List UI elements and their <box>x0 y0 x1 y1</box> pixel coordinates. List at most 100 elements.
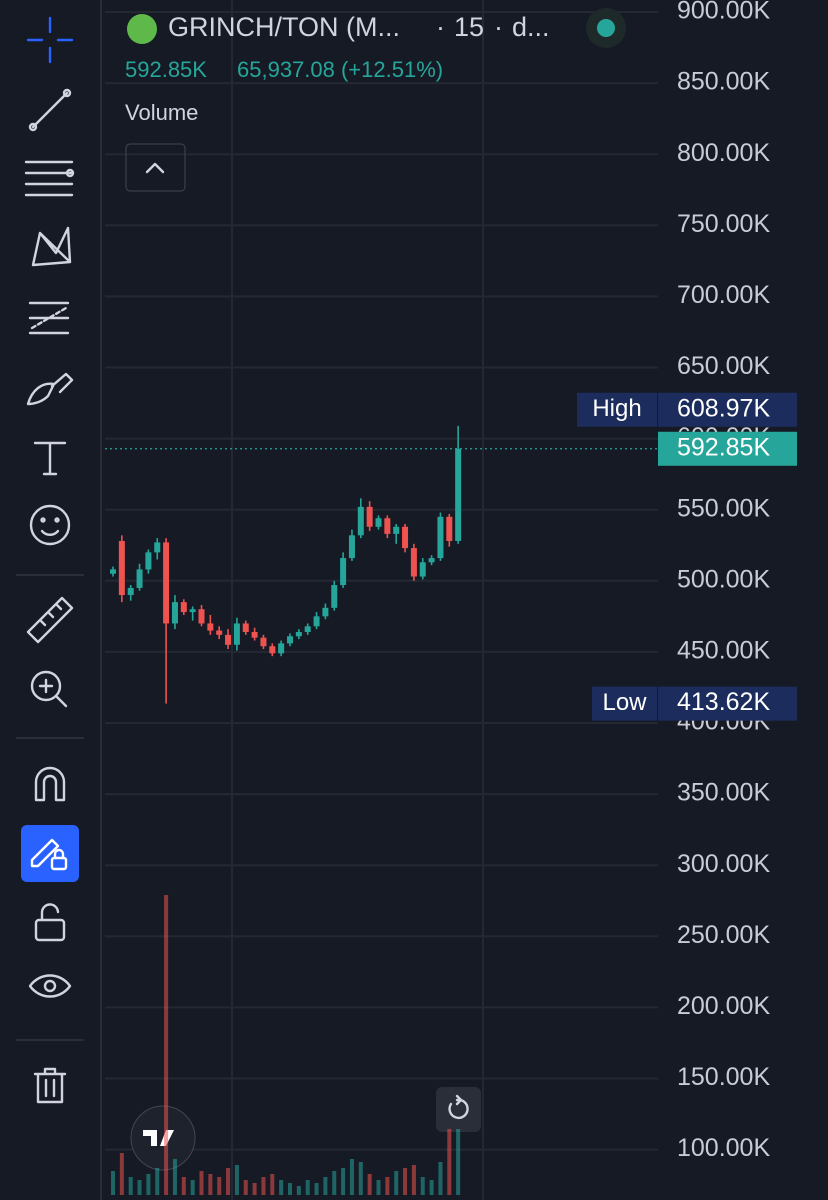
y-tick-label: 250.00K <box>677 921 770 949</box>
volume-bar <box>288 1183 292 1195</box>
separator: · <box>436 12 445 42</box>
y-tick-label: 850.00K <box>677 68 770 96</box>
candle-body <box>110 569 116 574</box>
volume-bar <box>119 1153 124 1195</box>
magnet-tool[interactable] <box>34 766 66 802</box>
candle-body <box>136 569 143 588</box>
volume-bar <box>111 1171 115 1195</box>
candle-body <box>189 609 196 613</box>
text-tool[interactable] <box>33 441 67 476</box>
price-marker-box <box>658 686 797 721</box>
ruler-tool[interactable] <box>26 596 74 644</box>
candle-body <box>154 542 161 553</box>
volume-bar <box>456 1129 461 1195</box>
candle-body <box>348 535 355 559</box>
interval: 15 <box>454 12 484 42</box>
price-change: 65,937.08 (+12.51%) <box>237 57 443 82</box>
volume-bar <box>332 1171 337 1195</box>
price-marker-name-box <box>577 392 657 427</box>
reset-icon <box>448 1094 469 1120</box>
candle-body <box>242 623 249 632</box>
y-tick-label: 300.00K <box>677 850 770 878</box>
volume-bar <box>270 1174 275 1195</box>
delete-tool[interactable] <box>33 1067 67 1104</box>
forecast-tool[interactable] <box>28 301 70 335</box>
candle-body <box>410 548 417 577</box>
price-marker-box <box>658 392 797 427</box>
candle-body <box>304 626 311 632</box>
candle-body <box>216 630 223 635</box>
candle-body <box>269 646 276 654</box>
volume-bar <box>403 1168 408 1195</box>
volume-title: Volume <box>125 100 198 125</box>
volume-bar <box>128 1177 133 1195</box>
price-marker-label: 413.62K <box>677 688 770 716</box>
brush-tool[interactable] <box>26 372 74 406</box>
candle-body <box>180 602 187 613</box>
volume-bar <box>217 1177 222 1195</box>
y-tick-label: 100.00K <box>677 1134 770 1162</box>
candle-body <box>393 526 400 534</box>
volume-bar <box>137 1180 142 1195</box>
volume-bar <box>305 1180 310 1195</box>
separator: · <box>494 12 503 42</box>
candle-body <box>295 631 302 637</box>
volume-bar <box>349 1159 354 1195</box>
candle-body <box>118 540 125 596</box>
price-marker-label: 608.97K <box>677 394 770 422</box>
volume-bar <box>438 1162 443 1195</box>
lock-drawing-icon <box>30 838 68 871</box>
volume-bar <box>155 1168 160 1195</box>
y-tick-label: 750.00K <box>677 210 770 238</box>
volume-bar <box>367 1174 372 1195</box>
candle-body <box>260 637 267 647</box>
crosshair-tool[interactable] <box>26 16 74 64</box>
candle-body <box>251 631 258 638</box>
candle-body <box>384 518 391 534</box>
collapse-button[interactable] <box>125 143 186 192</box>
market-status <box>597 19 615 37</box>
volume-bar <box>323 1177 328 1195</box>
volume-bar <box>261 1177 266 1195</box>
reset-button[interactable] <box>436 1087 481 1132</box>
y-tick-label: 350.00K <box>677 779 770 807</box>
y-tick-label: 700.00K <box>677 281 770 309</box>
volume-bar <box>385 1177 390 1195</box>
candle-body <box>322 607 329 617</box>
trend-line-tool[interactable] <box>28 88 72 132</box>
candle-body <box>198 609 205 624</box>
pattern-tool[interactable] <box>31 226 72 267</box>
fib-tool[interactable] <box>24 160 75 197</box>
y-tick-label: 900.00K <box>677 0 770 25</box>
candle-body <box>171 602 178 624</box>
candle-body <box>207 623 214 631</box>
volume-bar <box>190 1180 195 1195</box>
visibility-tool[interactable] <box>28 974 72 998</box>
candle-body <box>225 634 232 645</box>
token-icon <box>127 14 157 44</box>
symbol-title: GRINCH/TON (M... <box>168 12 400 42</box>
volume-bar <box>226 1168 231 1195</box>
last-price-label: 592.85K <box>677 433 770 461</box>
candle-body <box>402 526 409 549</box>
volume-bar <box>376 1180 381 1195</box>
volume-bar <box>279 1180 284 1195</box>
volume-bar <box>181 1177 186 1195</box>
candle-body <box>366 506 373 527</box>
emoji-tool[interactable] <box>29 504 71 546</box>
candle-body <box>357 506 364 536</box>
volume-bar <box>199 1171 204 1195</box>
zoom-tool[interactable] <box>30 670 68 708</box>
candle-body <box>455 448 462 541</box>
unlock-tool[interactable] <box>34 903 66 942</box>
volume-bar <box>429 1180 434 1195</box>
candle-body <box>446 516 453 541</box>
volume-bar <box>358 1162 363 1195</box>
volume-bar <box>314 1183 319 1195</box>
volume-bar <box>243 1180 248 1195</box>
candle-body <box>233 623 240 645</box>
candle-body <box>331 585 338 608</box>
volume-bar <box>172 1159 177 1195</box>
price-marker-name: High <box>592 395 641 422</box>
